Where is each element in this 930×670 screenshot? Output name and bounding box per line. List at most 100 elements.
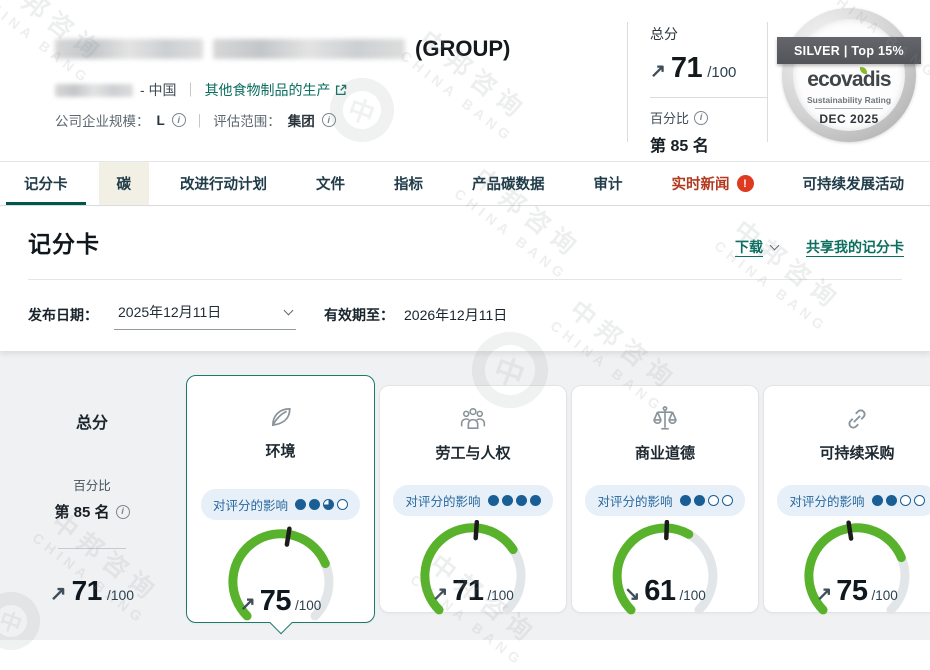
tab-label: 审计	[593, 177, 623, 193]
valid-until-value: 2026年12月11日	[404, 306, 508, 323]
info-icon[interactable]: i	[694, 110, 709, 125]
download-button[interactable]: 下载	[735, 237, 780, 257]
info-icon[interactable]: i	[171, 113, 186, 127]
medal-divider	[815, 108, 883, 109]
impact-dots	[679, 495, 733, 506]
impact-dot-full	[295, 499, 306, 510]
trend-down-icon: ↘	[624, 584, 641, 605]
trend-up-icon: ↗	[650, 61, 666, 82]
category-title: 可持续采购	[819, 445, 895, 462]
category-score: ↗ 71/100	[398, 575, 548, 608]
chevron-down-icon	[769, 240, 780, 250]
link-icon	[842, 404, 872, 434]
scales-icon	[650, 404, 680, 434]
overall-score-max: /100	[707, 64, 737, 81]
summary-score-value: 71	[71, 575, 103, 606]
trend-up-icon: ↗	[239, 594, 256, 615]
impact-dot-empty	[913, 495, 925, 506]
category-card[interactable]: 环境 对评分的影响 ↗ 75/100	[186, 375, 375, 635]
impact-dots	[487, 495, 541, 506]
score-gauge: ↗ 75/100	[782, 520, 930, 615]
meta-divider: ｜	[183, 82, 198, 98]
impact-dot-empty	[899, 495, 911, 506]
redacted-company-name	[213, 39, 405, 59]
tab-item[interactable]: 文件	[298, 162, 363, 205]
score-value: 71	[452, 575, 484, 607]
impact-dot-empty	[337, 499, 348, 510]
summary-title: 总分	[75, 415, 108, 432]
scope-label: 评估范围：	[213, 114, 281, 129]
category-title: 劳工与人权	[435, 445, 511, 462]
tab-item[interactable]: 实时新闻!	[654, 162, 772, 205]
summary-percentile-value: 第 85 名	[54, 504, 110, 521]
category-title: 环境	[265, 443, 296, 460]
leaf-icon	[266, 402, 296, 432]
category-card[interactable]: 劳工与人权对评分的影响 ↗ 71/100	[379, 385, 567, 615]
medal-tier-banner: SILVER | Top 15%	[777, 37, 921, 64]
score-gauge: ↗ 71/100	[398, 520, 548, 615]
impact-label: 对评分的影响	[405, 495, 481, 509]
percentile-value: 第 85 名	[650, 138, 709, 155]
size-label: 公司企业规模：	[55, 114, 150, 129]
share-scorecard-link[interactable]: 共享我的记分卡	[806, 239, 904, 255]
tab-label: 可持续发展活动	[802, 177, 905, 193]
category-score: ↗ 75/100	[206, 585, 356, 618]
company-name: (GROUP)	[55, 36, 510, 62]
score-value: 75	[259, 585, 292, 617]
impact-dot-empty	[721, 495, 733, 506]
page-title: 记分卡	[28, 231, 100, 257]
category-card[interactable]: 可持续采购 对评分的影响 ↗ 75/100	[763, 385, 930, 615]
info-icon[interactable]: i	[115, 504, 130, 519]
divider	[28, 279, 902, 280]
score-value: 75	[836, 575, 868, 607]
tab-active[interactable]: 记分卡	[6, 162, 86, 205]
score-max: /100	[679, 588, 706, 603]
tab-item[interactable]: 审计	[576, 162, 641, 205]
score-gauge: ↘ 61/100	[590, 520, 740, 615]
tab-item[interactable]: 指标	[376, 162, 441, 205]
company-country: - 中国	[140, 82, 177, 98]
company-meta: - 中国 ｜ 其他食物制品的生产	[55, 80, 347, 100]
redacted-city	[55, 83, 133, 97]
score-max: /100	[487, 588, 514, 603]
tab-label: 改进行动计划	[180, 177, 267, 193]
score-value: 61	[644, 575, 676, 607]
impact-pill: 对评分的影响	[585, 485, 745, 516]
overall-score-value: 71	[670, 52, 703, 84]
tab-item[interactable]: 碳	[98, 162, 149, 205]
score-gauge: ↗ 75/100	[206, 526, 356, 622]
tab-item[interactable]: 改进行动计划	[162, 162, 285, 205]
tab-label: 记分卡	[24, 177, 68, 193]
medal-tagline: Sustainability Rating	[806, 95, 892, 105]
people-icon	[457, 404, 489, 434]
scores-section: 总分 百分比 第 85 名 i ↗ 71 /100 环境 对评分的影响 ↗ 75/10…	[0, 351, 930, 640]
valid-until-label: 有效期至：	[324, 306, 394, 323]
impact-dot-full	[679, 495, 691, 506]
publish-date-label: 发布日期：	[28, 306, 98, 323]
ecovadis-medal: SILVER | Top 15% ecovadis Sustainability…	[777, 8, 921, 142]
impact-dot-full	[501, 495, 513, 506]
category-title: 商业道德	[634, 445, 695, 462]
summary-score-max: /100	[106, 587, 135, 603]
company-scale-line: 公司企业规模： L i ｜ 评估范围： 集团 i	[55, 110, 336, 130]
impact-dot-full	[693, 495, 705, 506]
impact-dot-full	[871, 495, 883, 506]
leaf-accent-icon	[860, 67, 867, 74]
tab-item[interactable]: 可持续发展活动	[785, 162, 923, 205]
trend-up-icon: ↗	[49, 583, 67, 605]
redacted-company-name	[55, 39, 203, 59]
impact-dot-full	[487, 495, 499, 506]
category-card[interactable]: 商业道德对评分的影响 ↘ 61/100	[571, 385, 759, 615]
category-score: ↘ 61/100	[590, 575, 740, 608]
overall-score-panel: 总分 ↗ 71 /100 百分比 i 第 85 名	[627, 22, 768, 155]
impact-label: 对评分的影响	[597, 495, 673, 509]
industry-link[interactable]: 其他食物制品的生产	[205, 80, 347, 100]
tab-label: 指标	[394, 177, 423, 193]
tab-item[interactable]: 产品碳数据	[454, 162, 563, 205]
overall-score-label: 总分	[650, 26, 678, 42]
summary-percentile-label: 百分比	[73, 479, 111, 493]
info-icon[interactable]: i	[321, 113, 336, 127]
score-max: /100	[294, 598, 322, 613]
impact-dot-three-quarter	[323, 499, 334, 510]
publish-date-select[interactable]: 2025年12月11日	[114, 299, 296, 330]
